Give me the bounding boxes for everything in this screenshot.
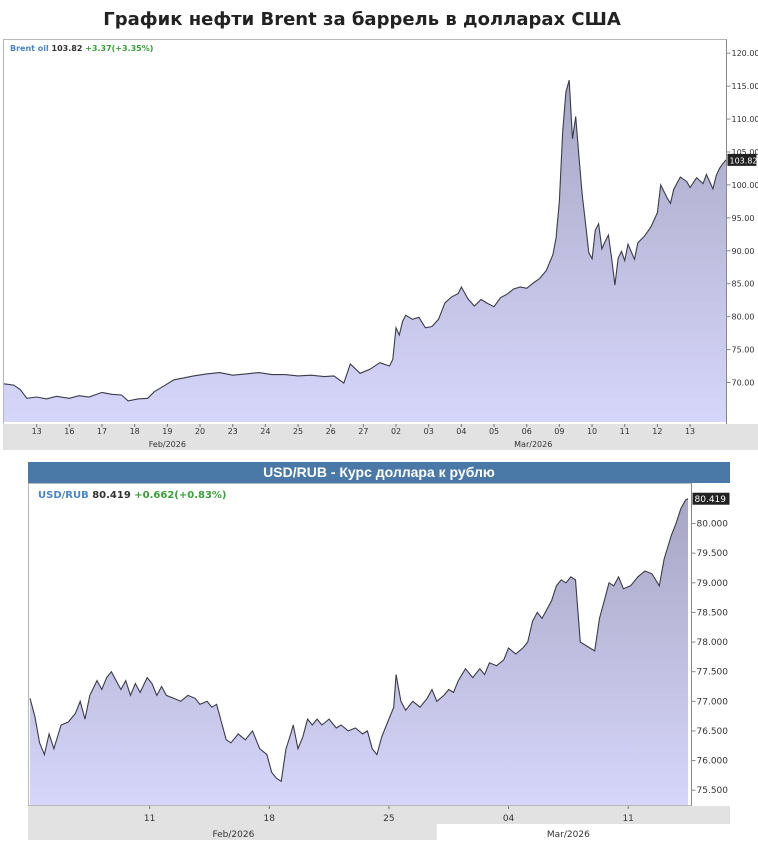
y-tick-label: 78.500 <box>697 608 729 618</box>
y-tick-label: 80.00 <box>732 313 755 322</box>
y-tick-label: 75.00 <box>732 346 755 355</box>
x-tick-label: 11 <box>622 814 633 824</box>
x-tick-label: 03 <box>424 427 434 436</box>
y-tick-label: 79.000 <box>697 579 729 589</box>
x-month-label: Feb/2026 <box>149 440 186 449</box>
x-tick-label: 17 <box>97 427 107 436</box>
y-tick-label: 76.500 <box>697 727 729 737</box>
last-value-tag <box>692 492 730 505</box>
x-tick-label: 02 <box>391 427 401 436</box>
legend-change-value: +0.662(+0.83%) <box>134 490 226 501</box>
x-tick-label: 10 <box>587 427 597 436</box>
legend-last-value: 103.82 <box>52 44 86 53</box>
brent-line <box>3 80 727 402</box>
brent-area <box>4 80 726 422</box>
x-tick-label: 06 <box>522 427 532 436</box>
x-tick-label: 26 <box>326 427 336 436</box>
x-tick-label: 23 <box>228 427 238 436</box>
chart-legend: Brent oil 103.82 +3.37(+3.35%) <box>10 44 153 53</box>
usdrub-area <box>30 498 688 805</box>
x-tick-label: 16 <box>64 427 74 436</box>
legend-change-value: +3.37(+3.35%) <box>85 44 153 53</box>
y-tick-label: 76.000 <box>697 757 729 767</box>
y-tick-label: 110.00 <box>732 115 758 124</box>
last-value-tag <box>727 153 757 166</box>
x-month-label: Feb/2026 <box>212 830 254 840</box>
legend-series-name: Brent oil <box>10 44 52 53</box>
x-tick-label: 18 <box>264 814 276 824</box>
x-tick-label: 19 <box>162 427 172 436</box>
x-axis-month-bar-alt <box>436 824 730 840</box>
x-tick-label: 25 <box>293 427 303 436</box>
usdrub-chart: 75.500 76.000 76.500 77.000 77.500 78.000 78.5… <box>28 483 730 841</box>
x-tick-label: 13 <box>685 427 695 436</box>
legend-last-value: 80.419 <box>92 490 134 501</box>
y-tick-label: 100.00 <box>732 181 758 190</box>
x-month-label: Mar/2026 <box>514 440 552 449</box>
x-tick-label: 13 <box>32 427 42 436</box>
last-value-label: 103.82 <box>730 156 758 165</box>
x-tick-label: 09 <box>554 427 564 436</box>
legend-series-name: USD/RUB <box>38 490 92 501</box>
y-tick-label: 120.00 <box>732 49 758 58</box>
x-tick-label: 25 <box>383 814 394 824</box>
y-tick-label: 80.000 <box>697 520 729 530</box>
usdrub-header: USD/RUB - Курс доллара к рублю <box>28 462 730 483</box>
x-tick-label: 27 <box>358 427 368 436</box>
y-tick-label: 95.00 <box>732 214 755 223</box>
y-tick-label: 75.500 <box>697 786 729 796</box>
x-axis-day-bar <box>3 424 758 437</box>
y-tick-label: 105.00 <box>732 148 758 157</box>
usdrub-line <box>29 498 689 783</box>
brent-chart: 70.00 75.00 80.00 85.00 90.00 95.00 100.00 105.… <box>0 36 758 452</box>
y-tick-label: 115.00 <box>732 82 758 91</box>
x-month-label: Mar/2026 <box>547 830 590 840</box>
last-value-label: 80.419 <box>695 495 727 505</box>
x-axis-day-bar <box>28 806 730 824</box>
brent-chart-svg: 70.00 75.00 80.00 85.00 90.00 95.00 100.00 105.… <box>3 39 758 450</box>
usdrub-chart-svg: 75.500 76.000 76.500 77.000 77.500 78.000 78.5… <box>28 483 730 840</box>
y-tick-label: 85.00 <box>732 280 755 289</box>
x-tick-label: 12 <box>652 427 662 436</box>
x-tick-label: 24 <box>260 427 270 436</box>
x-tick-label: 18 <box>130 427 140 436</box>
x-tick-label: 04 <box>503 814 515 824</box>
y-tick-label: 90.00 <box>732 247 755 256</box>
x-tick-label: 11 <box>144 814 155 824</box>
y-tick-label: 79.500 <box>697 549 729 559</box>
y-tick-label: 78.000 <box>697 638 729 648</box>
x-tick-label: 04 <box>456 427 466 436</box>
x-axis-month-bar <box>3 437 758 450</box>
chart-legend: USD/RUB 80.419 +0.662(+0.83%) <box>38 490 227 501</box>
x-tick-label: 05 <box>489 427 499 436</box>
x-tick-label: 20 <box>195 427 205 436</box>
y-tick-label: 77.000 <box>697 697 729 707</box>
page-title: График нефти Brent за баррель в долларах… <box>103 9 621 30</box>
y-tick-label: 70.00 <box>732 378 755 387</box>
y-tick-label: 77.500 <box>697 668 729 678</box>
x-tick-label: 11 <box>620 427 630 436</box>
